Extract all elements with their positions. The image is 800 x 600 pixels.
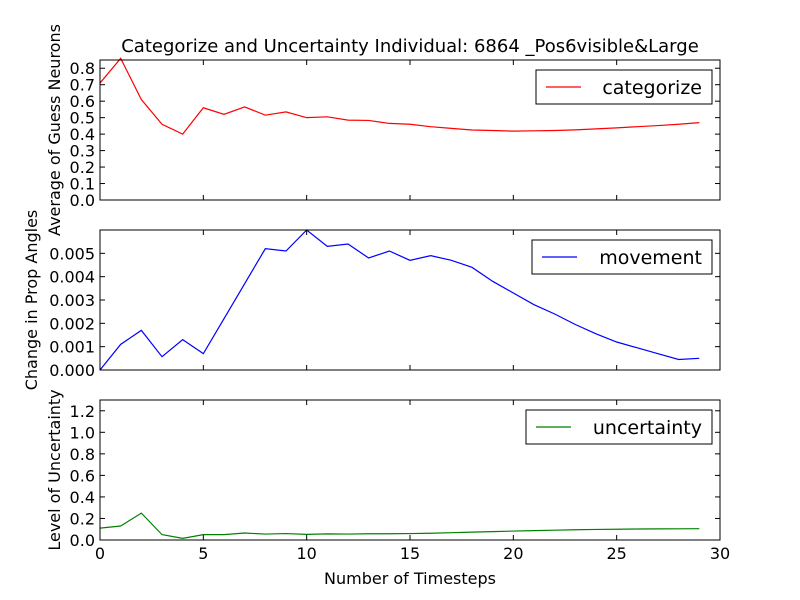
y-tick-label: 0.2 [70, 509, 95, 528]
subplot-3: 0.0 0.2 0.4 0.6 0.8 1.0 1.2 0 5 10 15 20 25 30 Level o… [45, 389, 730, 563]
y-tick-label: 0.4 [70, 488, 95, 507]
x-tick-label: 15 [400, 544, 420, 563]
y-tick-label: 0.002 [49, 314, 95, 333]
y-tick-label: 0.0 [70, 531, 95, 550]
y-tick-label: 0.8 [70, 59, 95, 78]
y-tick-label: 0.001 [49, 338, 95, 357]
series-line-categorize [99, 57, 700, 135]
legend-label: movement [599, 247, 702, 269]
y-tick-label: 0.000 [49, 361, 95, 380]
legend: uncertainty [525, 409, 713, 445]
y-axis-label: Change in Prop Angles [22, 210, 41, 391]
x-tick-label: 25 [606, 544, 626, 563]
y-tick-label: 0.003 [49, 291, 95, 310]
chart-title: Categorize and Uncertainty Individual: 6… [121, 36, 699, 57]
y-tick-label: 0.2 [70, 158, 95, 177]
y-tick-label: 0.6 [70, 466, 95, 485]
x-tick-label: 30 [710, 544, 730, 563]
y-tick-label: 0.4 [70, 125, 95, 144]
legend-label: uncertainty [593, 417, 702, 439]
y-tick-label: 1.0 [70, 423, 95, 442]
legend-label: categorize [602, 77, 702, 99]
y-tick-label: 0.005 [49, 244, 95, 263]
x-tick-label: 5 [198, 544, 208, 563]
legend: movement [531, 239, 713, 275]
y-tick-label: 0.3 [70, 142, 95, 161]
subplot-2: 0.000 0.001 0.002 0.003 0.004 0.005 Change in … [22, 210, 721, 391]
y-axis-label: Level of Uncertainty [45, 389, 64, 550]
y-tick-label: 0.1 [70, 175, 95, 194]
y-tick-label: 0.8 [70, 445, 95, 464]
series-line-uncertainty [99, 512, 700, 539]
series-line-movement [99, 229, 700, 371]
y-tick-label: 1.2 [70, 402, 95, 421]
x-tick-label: 0 [95, 544, 105, 563]
y-tick-label: 0.7 [70, 76, 95, 95]
x-tick-label: 20 [503, 544, 523, 563]
y-axis-label: Average of Guess Neurons [45, 24, 64, 236]
legend: categorize [535, 69, 713, 105]
y-tick-label: 0.004 [49, 268, 95, 287]
y-tick-label: 0.6 [70, 92, 95, 111]
subplot-1: 0.00.10.20.30.40.50.60.70.8 Average of Gu… [45, 24, 721, 236]
y-tick-label: 0.5 [70, 109, 95, 128]
y-tick-label: 0.0 [70, 191, 95, 210]
x-axis-label: Number of Timesteps [324, 569, 496, 588]
x-tick-label: 10 [296, 544, 316, 563]
